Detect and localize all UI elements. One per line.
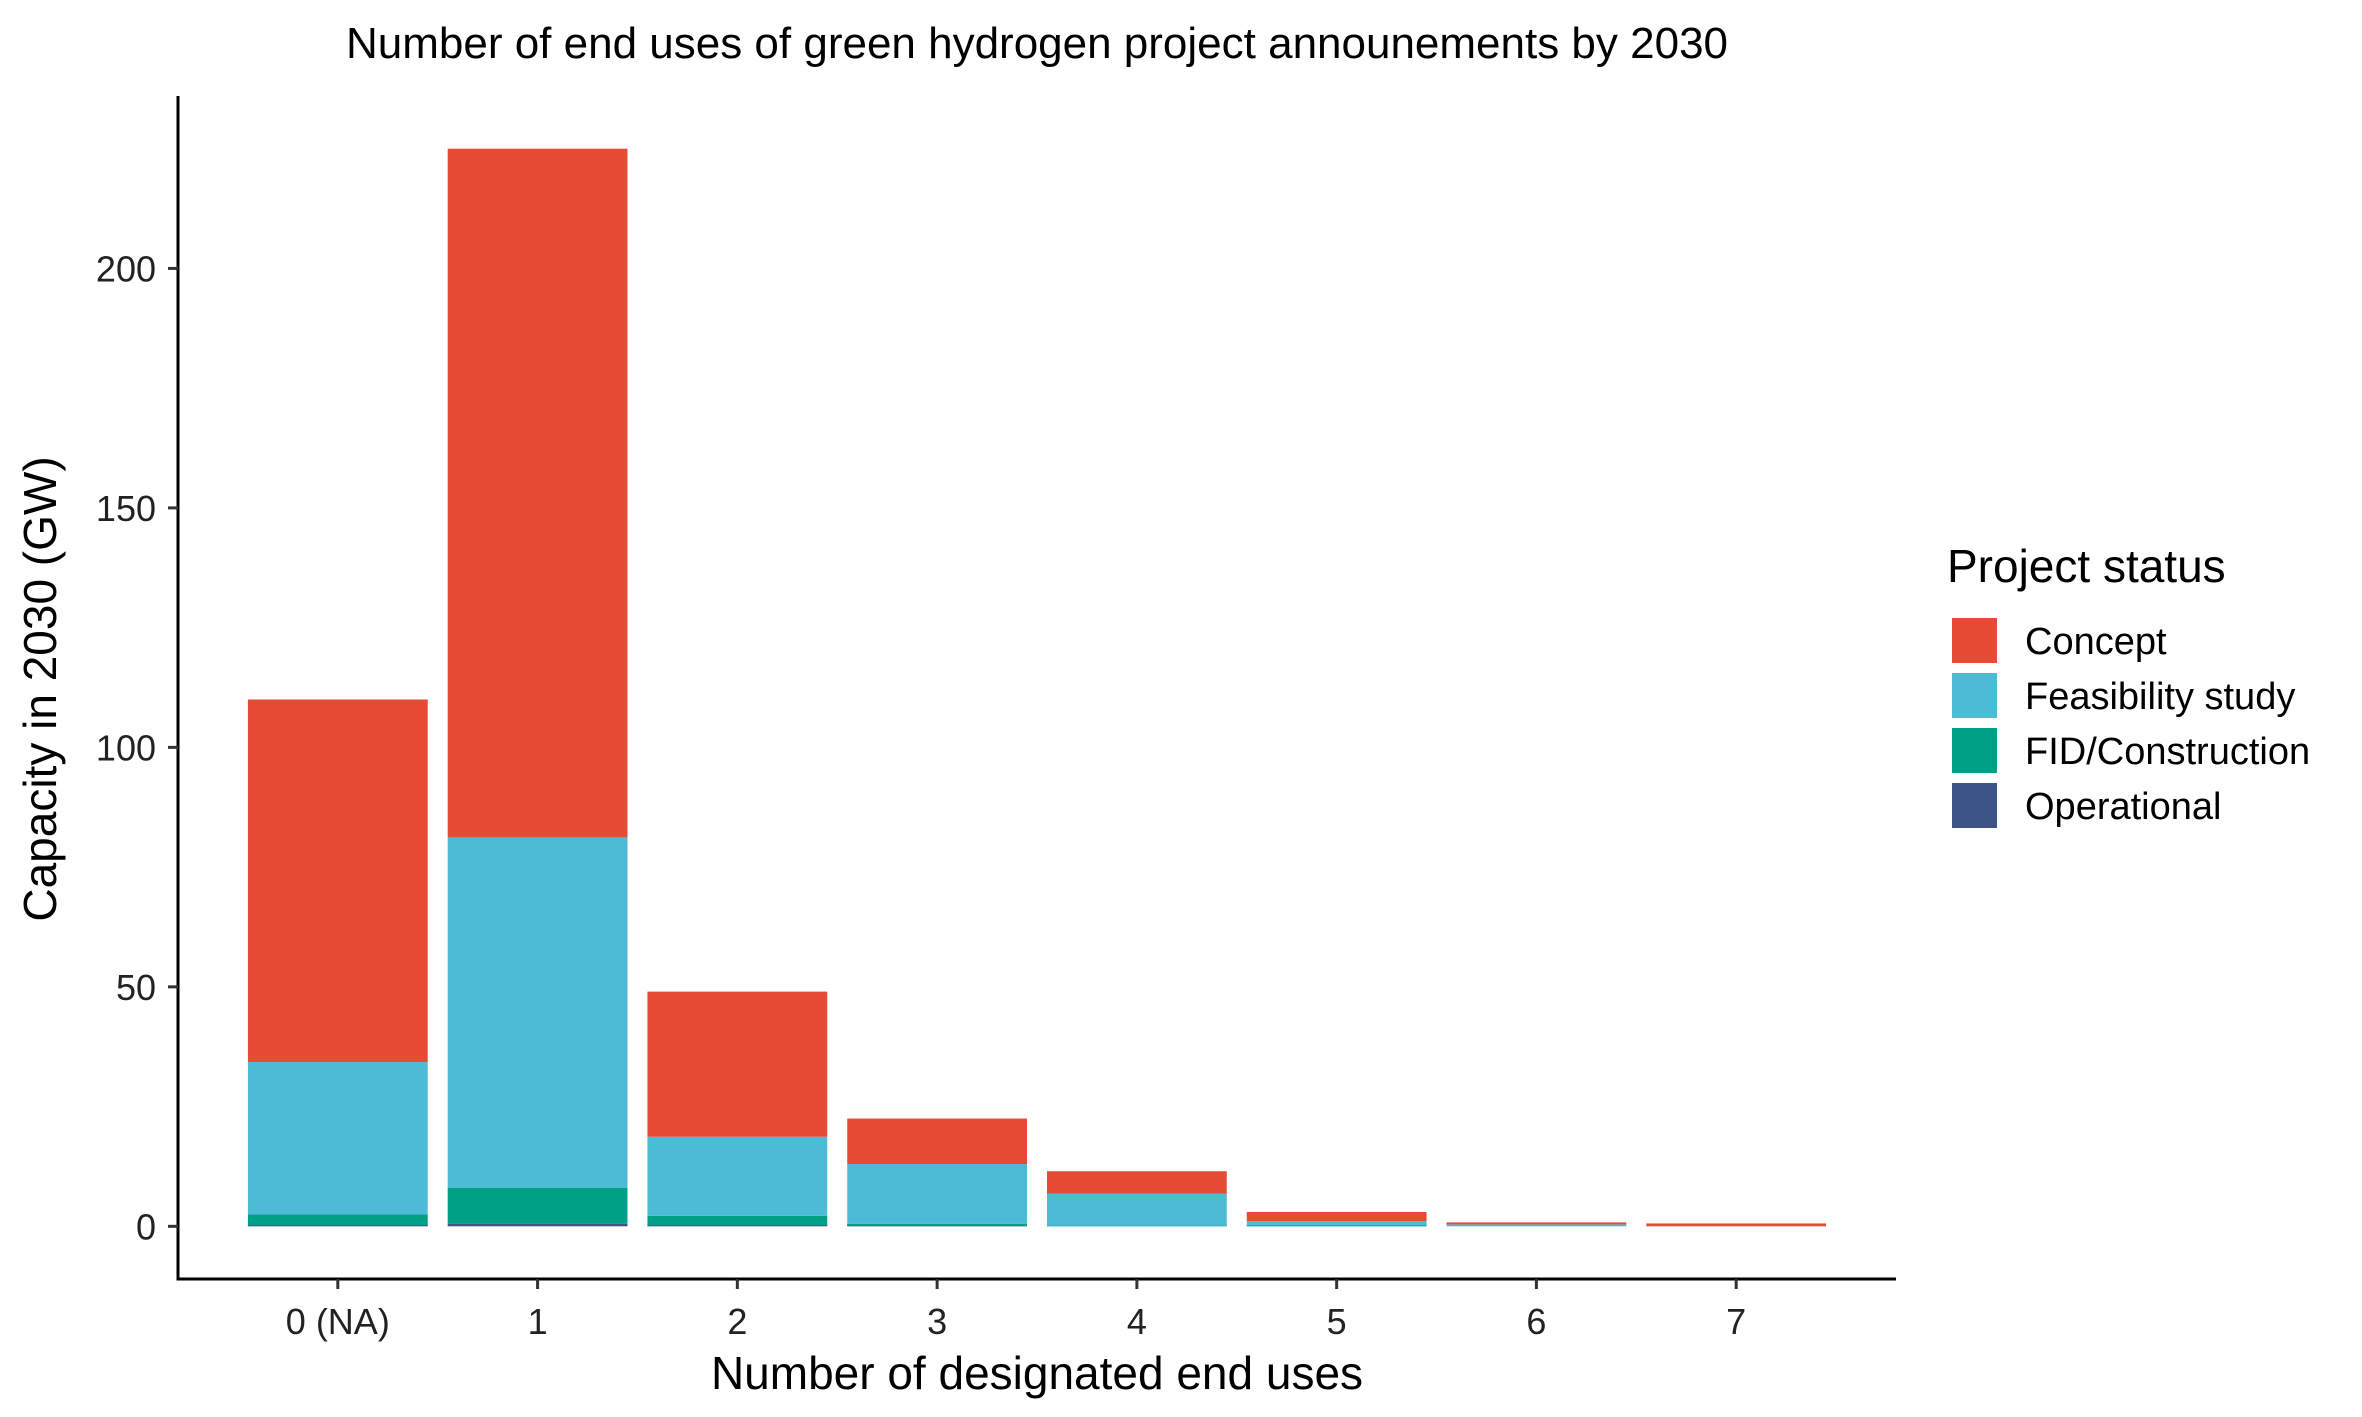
bar-segment (247, 1062, 428, 1215)
chart-title: Number of end uses of green hydrogen pro… (346, 19, 1728, 68)
legend-swatch (1952, 673, 1997, 718)
legend-label: Feasibility study (2025, 676, 2295, 718)
x-tick-label: 0 (NA) (286, 1301, 390, 1342)
x-tick-label: 2 (727, 1301, 747, 1342)
bar-segment (847, 1223, 1028, 1226)
legend-swatch (1952, 618, 1997, 663)
bar-segment (447, 837, 628, 1188)
x-tick-label: 5 (1327, 1301, 1347, 1342)
x-axis-title: Number of designated end uses (711, 1347, 1363, 1399)
bar-segment (1246, 1211, 1427, 1222)
y-tick-label: 50 (116, 967, 156, 1008)
bar-segment (1446, 1222, 1627, 1225)
legend-title: Project status (1947, 540, 2226, 592)
y-tick-label: 100 (96, 727, 156, 768)
x-axis-ticks: 0 (NA) 1 2 3 4 5 6 7 (286, 1279, 1746, 1342)
bars-group (247, 148, 1827, 1227)
bar-segment (647, 991, 828, 1137)
y-tick-label: 150 (96, 488, 156, 529)
bar-segment (447, 1223, 628, 1227)
bar-segment (1046, 1193, 1227, 1226)
bar-segment (1446, 1224, 1627, 1227)
bar-segment (1046, 1171, 1227, 1194)
x-tick-label: 1 (528, 1301, 548, 1342)
y-tick-label: 0 (136, 1206, 156, 1247)
x-tick-label: 6 (1526, 1301, 1546, 1342)
y-tick-label: 200 (96, 248, 156, 289)
legend-label: Concept (2025, 621, 2167, 663)
bar-segment (247, 1214, 428, 1226)
bar-segment (1246, 1221, 1427, 1226)
bar-segment (847, 1164, 1028, 1224)
bar-segment (447, 148, 628, 838)
legend-swatch (1952, 728, 1997, 773)
x-tick-label: 4 (1127, 1301, 1147, 1342)
legend-label: FID/Construction (2025, 731, 2310, 773)
bar-segment (647, 1136, 828, 1216)
bar-segment (447, 1188, 628, 1224)
legend: Project status Concept Feasibility study F… (1947, 540, 2310, 828)
legend-swatch (1952, 783, 1997, 828)
y-axis-ticks: 0 50 100 150 200 (96, 248, 178, 1247)
x-tick-label: 7 (1726, 1301, 1746, 1342)
bar-segment (247, 699, 428, 1063)
bar-segment (1646, 1223, 1827, 1227)
y-axis-title: Capacity in 2030 (GW) (14, 456, 66, 921)
legend-label: Operational (2025, 786, 2221, 828)
bar-segment (647, 1215, 828, 1226)
x-tick-label: 3 (927, 1301, 947, 1342)
bar-segment (847, 1118, 1028, 1165)
